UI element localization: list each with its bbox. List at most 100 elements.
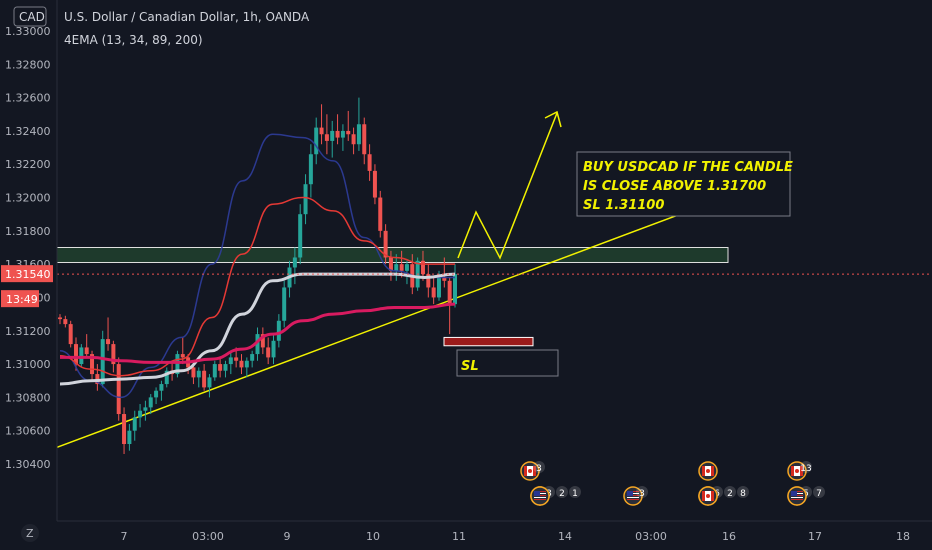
projection-arrowhead — [544, 110, 562, 128]
candle — [207, 374, 212, 398]
candle — [84, 334, 89, 358]
event-marker[interactable]: 8 — [698, 486, 749, 506]
candle — [175, 350, 180, 378]
candle — [250, 350, 255, 368]
event-count: 13 — [800, 464, 811, 474]
candle — [362, 117, 367, 165]
candle — [191, 364, 196, 385]
event-count: 3 — [639, 489, 645, 499]
event-count: 8 — [740, 489, 746, 499]
candle — [324, 114, 329, 155]
candle — [143, 400, 148, 421]
tradingview-logo-text: Z — [26, 527, 34, 540]
event-marker[interactable]: 3 — [623, 486, 648, 506]
projection-path — [457, 112, 558, 260]
price-axis[interactable] — [0, 0, 57, 521]
sl-zone — [443, 336, 534, 347]
price-tick: 1.32600 — [5, 92, 51, 105]
candle — [308, 144, 313, 198]
support-trendline — [56, 206, 699, 449]
candle — [298, 204, 303, 265]
candle — [282, 280, 287, 328]
candle — [431, 277, 436, 305]
candle — [260, 327, 265, 355]
event-count: 3 — [536, 464, 542, 474]
candle — [122, 407, 127, 455]
ema-200-line — [60, 302, 456, 364]
candle — [202, 364, 207, 391]
candle — [388, 250, 393, 281]
ema-89-line — [59, 272, 456, 386]
price-tick: 1.30400 — [5, 458, 51, 471]
event-marker[interactable]: 3 — [520, 461, 545, 481]
price-tick: 1.31200 — [5, 325, 51, 338]
event-count: 7 — [816, 489, 822, 499]
candle — [367, 144, 372, 181]
last-price-badge: 1.31540 — [1, 265, 53, 283]
time-tick: 10 — [366, 530, 380, 543]
candle — [271, 334, 276, 365]
tradingview-logo[interactable]: Z — [21, 524, 39, 542]
candle — [378, 190, 383, 238]
sl-label-box[interactable]: SL — [456, 349, 559, 377]
candle — [287, 260, 292, 298]
price-tick: 1.31000 — [5, 358, 51, 371]
candle — [106, 317, 111, 351]
price-tick: 1.30800 — [5, 391, 51, 404]
price-tick: 1.32400 — [5, 125, 51, 138]
candle — [95, 364, 100, 391]
candle — [356, 97, 361, 151]
candle — [453, 264, 457, 308]
candle — [223, 360, 228, 378]
time-tick: 16 — [722, 530, 736, 543]
candle — [303, 174, 308, 225]
candle — [63, 315, 68, 328]
candle — [340, 124, 345, 151]
time-tick: 03:00 — [635, 530, 667, 543]
candle — [314, 117, 319, 165]
canada-flag-icon[interactable] — [698, 461, 718, 481]
price-axis-ticks: 1.33000 1.32800 1.32600 1.32400 1.32200 1.320… — [5, 25, 51, 471]
candle — [330, 120, 335, 158]
price-tick: 1.32000 — [5, 192, 51, 205]
candle — [79, 344, 84, 368]
event-count: 2 — [727, 489, 733, 499]
candle — [228, 350, 233, 375]
ema-layer — [59, 133, 456, 399]
candle — [132, 410, 137, 441]
candle — [154, 387, 159, 405]
candle — [58, 314, 62, 325]
candle — [218, 357, 223, 378]
candle — [111, 340, 116, 373]
symbol-badge-text: CAD — [19, 10, 45, 24]
candle — [394, 254, 399, 281]
time-tick: 9 — [284, 530, 291, 543]
time-tick: 03:00 — [192, 530, 224, 543]
event-marker[interactable]: 7 — [787, 486, 825, 506]
candle — [351, 127, 356, 155]
time-tick: 18 — [896, 530, 910, 543]
indicator-legend[interactable]: 4EMA (13, 34, 89, 200) — [64, 33, 203, 47]
candle — [68, 320, 73, 348]
candle — [420, 250, 425, 281]
candle — [266, 337, 271, 365]
time-tick: 17 — [808, 530, 822, 543]
time-axis[interactable]: 7 03:00 9 10 11 14 03:00 16 17 18 — [121, 530, 911, 543]
economic-events[interactable]: 332136281357 — [520, 461, 825, 506]
trendline-layer — [56, 206, 699, 449]
event-marker[interactable]: 13 — [787, 461, 812, 481]
trade-note[interactable]: BUY USDCAD IF THE CANDLE IS CLOSE ABOVE … — [576, 151, 793, 217]
chart-title: U.S. Dollar / Canadian Dollar, 1h, OANDA — [64, 10, 310, 24]
ema-13-line — [59, 133, 455, 399]
candle — [372, 164, 377, 205]
time-tick: 11 — [452, 530, 466, 543]
candle — [383, 224, 388, 265]
price-tick: 1.31800 — [5, 225, 51, 238]
price-tick: 1.32800 — [5, 58, 51, 71]
ema-34-line — [59, 196, 455, 377]
price-tick: 1.32200 — [5, 158, 51, 171]
symbol-badge[interactable]: CAD — [13, 6, 47, 27]
candle — [276, 314, 281, 348]
event-marker[interactable]: 1 — [530, 486, 581, 506]
